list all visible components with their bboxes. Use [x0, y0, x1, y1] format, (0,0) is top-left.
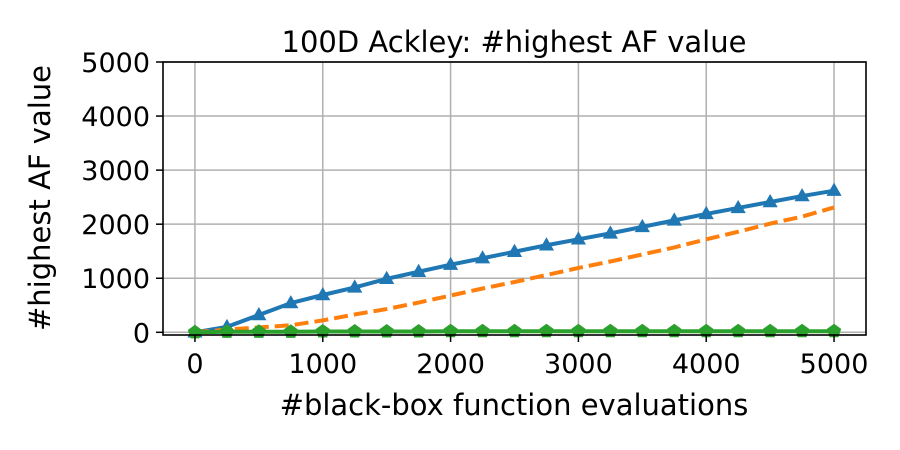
pentagon-marker: [794, 323, 810, 338]
triangle-marker: [538, 237, 555, 251]
pentagon-marker: [635, 323, 650, 338]
triangle-marker: [442, 256, 459, 270]
x-tick-label: 0: [186, 349, 203, 380]
triangle-marker: [730, 199, 746, 214]
y-tick-label: 2000: [81, 210, 150, 241]
pentagon-marker: [443, 323, 458, 338]
pentagon-marker: [667, 323, 682, 338]
series-group: [187, 182, 842, 339]
triangle-marker: [283, 295, 299, 309]
x-axis-label: #black-box function evaluations: [280, 388, 749, 422]
triangle-marker: [474, 250, 491, 264]
series-1: [194, 205, 835, 335]
pentagon-marker: [731, 323, 746, 338]
triangle-marker: [379, 270, 395, 284]
triangle-marker: [347, 279, 363, 293]
y-tick-label: 1000: [81, 264, 150, 295]
y-tick-label: 5000: [81, 48, 150, 79]
x-tick-label: 4000: [672, 349, 741, 380]
y-tick-label: 0: [133, 318, 150, 349]
triangle-marker: [634, 218, 650, 233]
triangle-marker: [794, 188, 810, 202]
y-tick-label: 3000: [81, 156, 150, 187]
pentagon-marker: [315, 323, 330, 338]
triangle-marker: [251, 306, 267, 321]
pentagon-marker: [411, 323, 426, 338]
pentagon-marker: [539, 323, 554, 338]
x-tick-label: 5000: [800, 349, 869, 380]
pentagon-marker: [826, 323, 842, 338]
x-tick-label: 3000: [544, 349, 613, 380]
triangle-marker: [826, 182, 842, 196]
triangle-marker: [602, 225, 618, 239]
grid: [163, 61, 866, 335]
triangle-marker: [698, 205, 714, 220]
pentagon-marker: [507, 323, 522, 338]
chart-title: 100D Ackley: #highest AF value: [282, 25, 747, 59]
x-tick-label: 2000: [416, 349, 485, 380]
triangle-marker: [666, 212, 682, 226]
series-0: [187, 182, 842, 338]
triangle-marker: [762, 194, 778, 208]
y-axis-label: #highest AF value: [23, 65, 57, 331]
triangle-marker: [411, 263, 427, 277]
triangle-marker: [506, 243, 523, 257]
y-tick-label: 4000: [81, 102, 150, 133]
x-tick-label: 1000: [288, 349, 357, 380]
pentagon-marker: [379, 323, 394, 338]
pentagon-marker: [763, 323, 778, 338]
plot-frame: [162, 61, 867, 336]
pentagon-marker: [571, 323, 586, 338]
series-line: [194, 205, 835, 335]
pentagon-marker: [603, 323, 618, 338]
triangle-marker: [315, 286, 331, 301]
pentagon-marker: [475, 323, 490, 338]
pentagon-marker: [347, 323, 362, 338]
ticks: 0 1000 2000 3000 4000 5000 0 1000 2000 3000 4000 50…: [81, 48, 868, 380]
pentagon-marker: [699, 323, 714, 338]
triangle-marker: [570, 231, 587, 245]
